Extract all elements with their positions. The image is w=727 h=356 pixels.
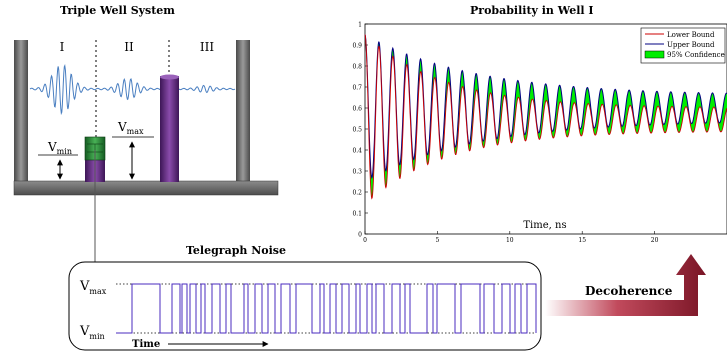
x-axis-ticks: 0 5 10 15 20 [363, 231, 659, 244]
well-label-2: II [124, 40, 134, 54]
triple-well-diagram: I II III Vmin Vmax [13, 40, 279, 196]
vmin-label: Vmin [47, 140, 72, 156]
telegraph-noise-panel: Vmax Vmin Time [68, 261, 542, 351]
probability-plot: 0 0.1 0.2 0.3 0.4 0.5 0.6 0.7 0.8 0.9 1 0 5 10 15 20 T… [352, 22, 727, 244]
legend-upper-bound: Upper Bound [667, 41, 715, 49]
telegraph-signal [116, 283, 537, 334]
x-tick-label: 10 [506, 237, 514, 244]
well-left-wall [14, 40, 28, 183]
well-floor [13, 180, 279, 196]
y-tick-label: 0.5 [352, 127, 362, 134]
well-label-1: I [60, 40, 65, 54]
legend-lower-bound: Lower Bound [667, 31, 715, 39]
x-tick-label: 20 [651, 237, 659, 244]
time-label: Time [132, 339, 160, 350]
vmax-label: Vmax [117, 120, 144, 136]
lower-bound-line [364, 34, 727, 200]
well-label-3: III [200, 40, 214, 54]
legend-swatch-confidence [644, 50, 665, 59]
x-tick-label: 5 [435, 237, 439, 244]
well-right-wall [236, 40, 250, 183]
y-tick-label: 0 [358, 232, 362, 239]
decoherence-arrow: Decoherence [545, 254, 706, 316]
y-tick-label: 0.6 [352, 106, 362, 113]
y-tick-label: 0.3 [352, 169, 362, 176]
y-tick-label: 0.9 [352, 43, 362, 50]
y-tick-label: 0.1 [352, 211, 362, 218]
y-tick-label: 0.8 [352, 64, 362, 71]
telegraph-noise-title: Telegraph Noise [186, 244, 286, 257]
y-tick-label: 0.4 [352, 148, 362, 155]
barrier-max-top [160, 74, 179, 80]
decoherence-label: Decoherence [585, 284, 673, 298]
telegraph-vmax-label: Vmax [79, 279, 107, 296]
legend: Lower Bound Upper Bound 95% Confidence [640, 27, 726, 64]
y-axis-ticks: 0 0.1 0.2 0.3 0.4 0.5 0.6 0.7 0.8 0.9 1 [352, 22, 368, 239]
y-tick-label: 0.2 [352, 190, 362, 197]
triple-well-title: Triple Well System [60, 4, 175, 17]
x-tick-label: 0 [363, 237, 367, 244]
barrier-max [160, 76, 179, 182]
probability-plot-title: Probability in Well I [470, 4, 594, 17]
y-tick-label: 1 [358, 22, 362, 29]
legend-confidence: 95% Confidence [667, 51, 725, 59]
y-tick-label: 0.7 [352, 85, 362, 92]
x-tick-label: 15 [578, 237, 586, 244]
decoherence-arrow-shape [545, 254, 706, 316]
wavefunction-wave [29, 64, 236, 116]
telegraph-vmin-label: Vmin [79, 324, 105, 341]
confidence-band [365, 34, 727, 199]
x-axis-label: Time, ns [523, 220, 566, 231]
telegraph-box [68, 261, 542, 351]
